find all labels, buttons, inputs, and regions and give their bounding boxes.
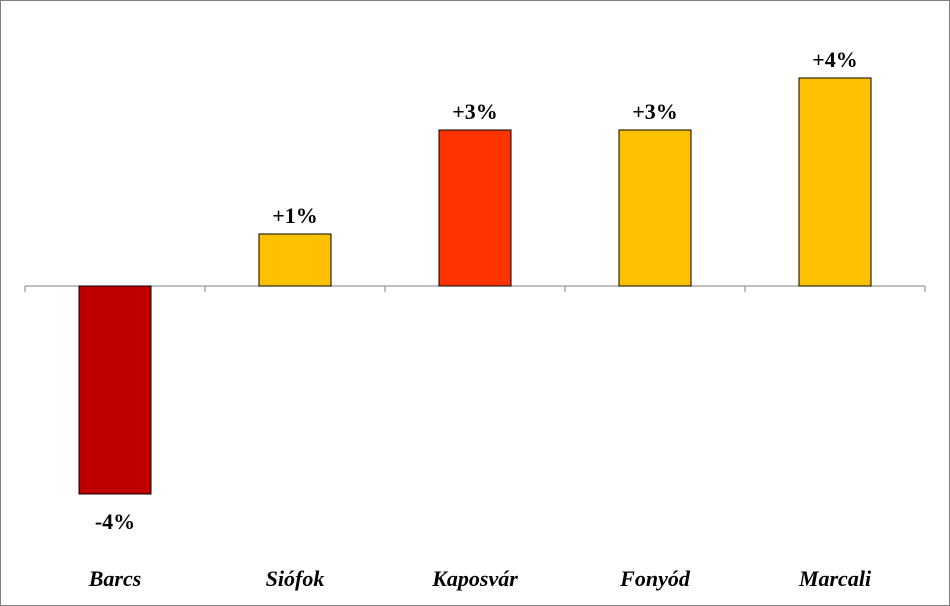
labels-layer: -4% Barcs +1% Siófok +3% Kaposvár +3% Fonyód +4%…: [88, 47, 872, 591]
category-label: Marcali: [798, 566, 872, 591]
bars-layer: [78, 77, 872, 495]
category-label: Kaposvár: [431, 566, 518, 591]
category-label: Fonyód: [619, 566, 691, 591]
data-label: +3%: [632, 99, 678, 124]
bar-siófok: [258, 233, 332, 287]
data-label: +4%: [812, 47, 858, 72]
axis-layer: [24, 285, 926, 292]
category-label: Siófok: [266, 566, 325, 591]
bar-kaposvár: [438, 129, 512, 287]
bar-marcali: [798, 77, 872, 287]
bar-fonyód: [618, 129, 692, 287]
data-label: +3%: [452, 99, 498, 124]
category-label: Barcs: [88, 566, 142, 591]
data-label: +1%: [272, 203, 318, 228]
data-label: -4%: [95, 509, 135, 534]
bar-barcs: [78, 285, 152, 495]
